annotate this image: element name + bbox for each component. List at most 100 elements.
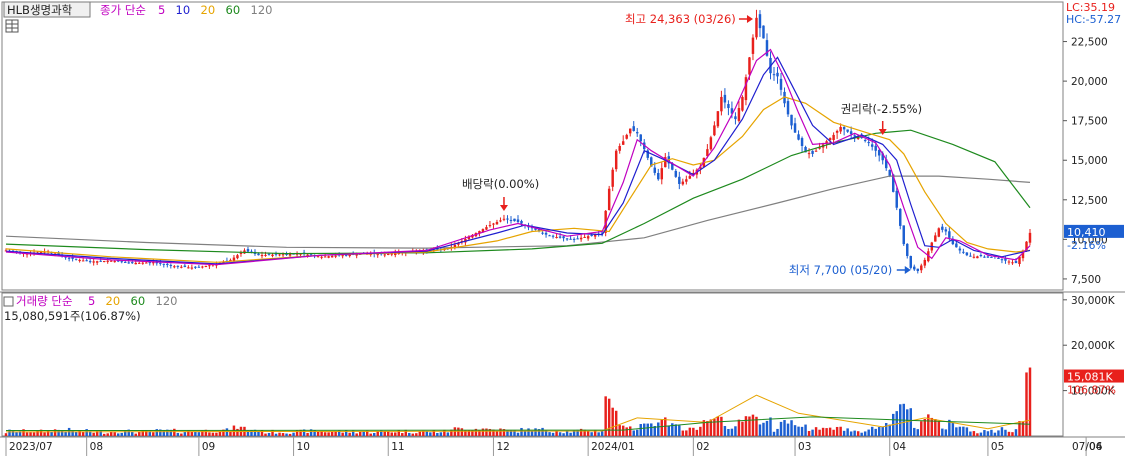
volume-bar [376,431,379,436]
volume-bar [509,430,513,436]
volume-legend-label: 5 [88,294,95,308]
volume-bar [814,427,818,436]
stock-name-box[interactable] [3,1,91,18]
volume-bar [993,432,997,436]
volume-bar [57,429,60,436]
volume-bar [197,432,201,436]
volume-bar [821,427,825,436]
volume-bar [74,431,78,436]
volume-bar [460,428,464,436]
volume-bar [29,432,32,436]
candle-body [828,138,832,141]
volume-toggle-icon[interactable] [3,296,14,307]
volume-bar [257,431,260,436]
candle-body [187,267,190,269]
volume-bar [1007,431,1011,436]
volume-bar [330,431,334,436]
volume-bar [176,432,180,436]
volume-bar [355,433,358,436]
candle-body [892,174,895,192]
candle-body [485,227,488,230]
candle-body [544,232,548,235]
candle-body [916,268,920,272]
candle-body [835,130,839,133]
volume-bar [457,427,460,436]
candle-body [600,232,604,234]
candle-body [758,14,762,29]
volume-bar [109,431,113,436]
candle-body [488,225,492,227]
candle-body [913,266,916,270]
legend-prefix: 종가 단순 [100,3,146,17]
chart-header: HLB생명과학 종가 단순 5 10 20 60 120 [3,1,272,18]
volume-bar [534,428,537,436]
volume-bar [120,432,123,436]
current-price-label: 10,410 [1067,226,1106,239]
volume-bar [660,419,664,436]
candle-body [355,254,358,256]
volume-bar [720,416,723,436]
candle-body [899,208,902,226]
volume-bar [783,420,786,436]
volume-bar [818,429,821,436]
candle-body [109,260,113,262]
volume-bar [681,430,685,436]
volume-bar [485,428,488,436]
volume-bar [11,430,15,436]
price-tick-label: 22,500 [1071,37,1108,49]
candle-body [116,260,120,262]
candle-body [983,256,986,258]
volume-bar [162,430,166,436]
volume-bar [134,433,137,436]
current-price-box [1064,224,1124,238]
candle-body [534,227,537,230]
candle-body [674,170,678,177]
candle-body [856,137,860,140]
candle-body [183,265,187,268]
volume-bar [849,431,853,436]
volume-bar [562,433,565,436]
candle-body [664,157,667,168]
volume-bar [211,432,215,436]
volume-bar [225,428,229,436]
candle-body [201,266,204,268]
volume-bar [281,433,285,436]
volume-bar [488,428,492,436]
candle-body [138,262,141,264]
volume-bar [779,421,783,436]
volume-bar [450,429,453,436]
candle-body [257,253,260,256]
candle-body [278,254,281,256]
candle-body [229,259,232,261]
volume-bar [590,432,593,436]
volume-bar [990,429,993,436]
volume-bar [43,432,46,436]
volume-bar [923,419,927,436]
x-tick-label: 2024/01 [591,441,635,453]
volume-bar [285,433,288,436]
current-volume-pct-label: 106.87% [1067,384,1116,397]
volume-tick-label: 20,000K [1071,340,1116,352]
volume-bar [744,416,748,436]
volume-bar [148,431,152,436]
candle-body [755,17,758,38]
volume-bar [397,430,400,436]
volume-bar [481,428,485,436]
volume-bar [316,431,320,436]
candle-body [141,262,144,264]
hc-label: HC:-57.27 [1066,13,1121,26]
volume-bar [544,430,548,436]
candle-body [723,94,727,103]
volume-tick-label: 30,000K [1071,295,1116,307]
volume-bar [944,429,948,436]
candle-body [120,261,123,263]
candle-body [884,159,888,169]
candle-body [113,261,116,263]
candle-body [800,138,804,146]
volume-bar [776,428,779,436]
candle-body [660,168,664,180]
volume-bar [348,432,351,436]
volume-ma20-line [5,394,1031,433]
candle-body [57,252,60,255]
candle-body [762,25,765,39]
